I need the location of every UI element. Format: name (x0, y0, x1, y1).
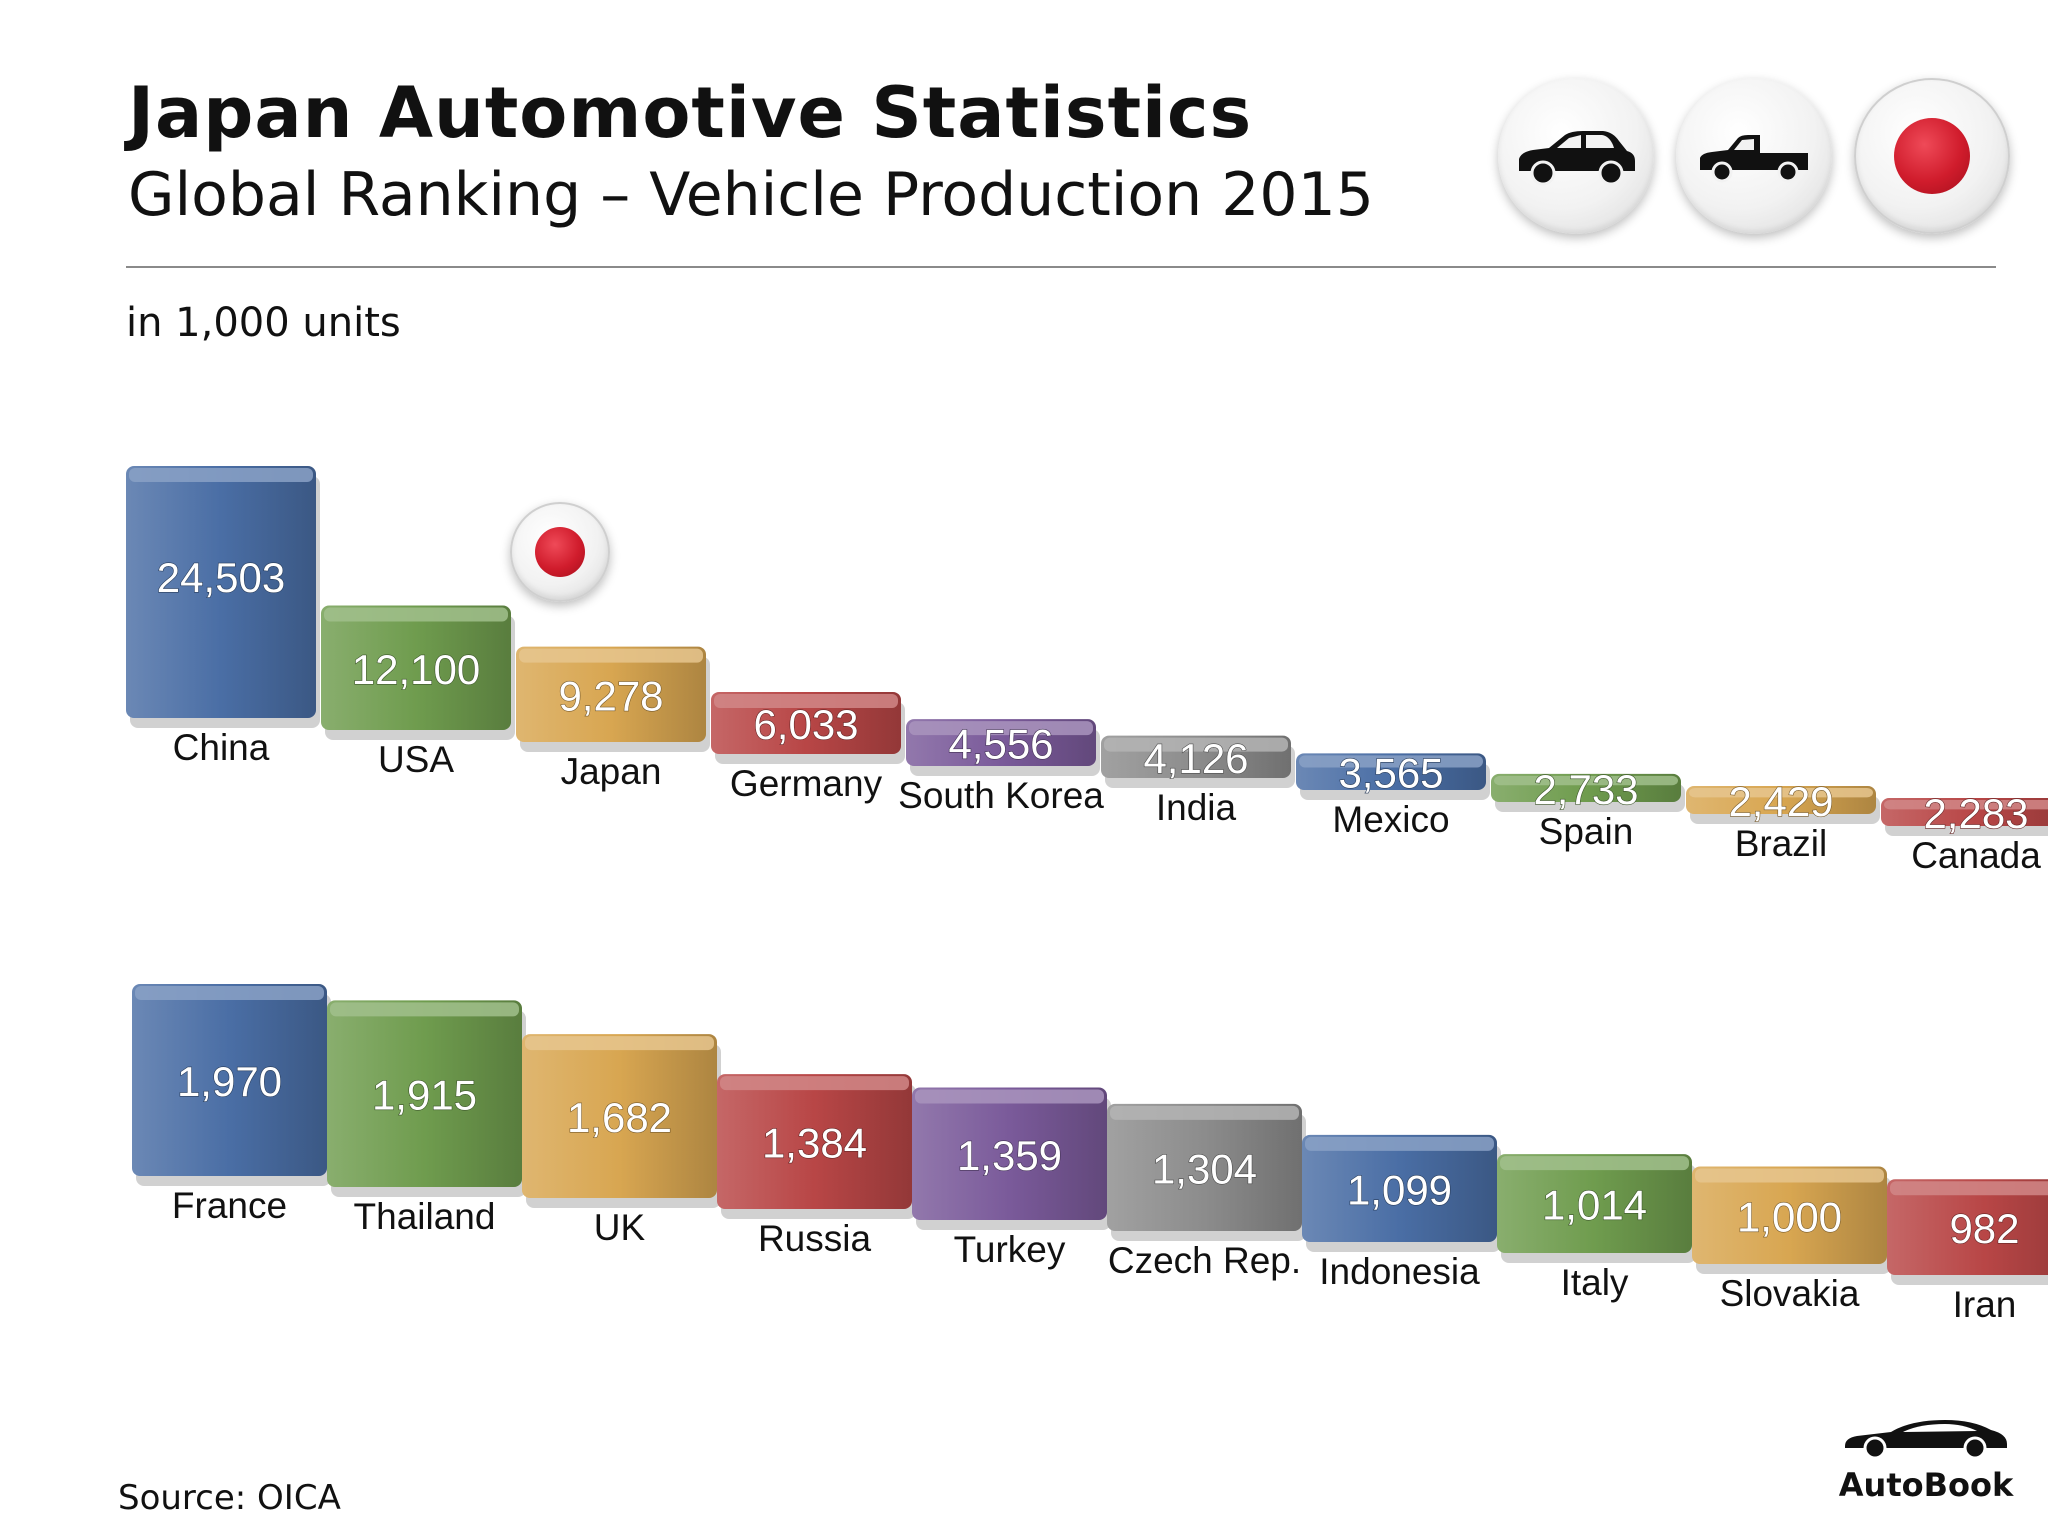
bar-uk (522, 1034, 717, 1198)
bar-top-indonesia (1305, 1136, 1494, 1151)
value-label-south-korea: 4,556 (948, 721, 1053, 768)
category-label-usa: USA (378, 739, 454, 780)
bar-usa (321, 605, 511, 730)
value-label-india: 4,126 (1143, 735, 1248, 782)
bar-top-france (135, 986, 324, 1000)
value-label-czech-rep: 1,304 (1152, 1145, 1257, 1192)
bar-russia (717, 1074, 912, 1209)
page-subtitle: Global Ranking – Vehicle Production 2015 (128, 160, 1374, 230)
value-label-slovakia: 1,000 (1737, 1193, 1842, 1240)
bar-top-japan (519, 648, 703, 663)
bar-top-italy (1500, 1156, 1689, 1171)
category-label-south-korea: South Korea (898, 775, 1104, 816)
value-label-thailand: 1,915 (372, 1072, 477, 1119)
category-label-india: India (1156, 787, 1237, 828)
title-divider (126, 266, 1996, 268)
category-label-turkey: Turkey (954, 1229, 1066, 1270)
units-label: in 1,000 units (126, 300, 401, 346)
category-label-china: China (173, 727, 270, 768)
value-label-iran: 982 (1949, 1205, 2019, 1252)
bar-top-canada (1884, 800, 2048, 810)
category-label-czech-rep: Czech Rep. (1108, 1240, 1301, 1281)
category-label-germany: Germany (730, 763, 883, 804)
sports-car-icon (1845, 1420, 2007, 1460)
value-label-italy: 1,014 (1542, 1182, 1647, 1229)
value-label-mexico: 3,565 (1338, 750, 1443, 797)
category-label-italy: Italy (1561, 1262, 1629, 1303)
value-label-usa: 12,100 (352, 646, 480, 693)
bar-japan (516, 646, 706, 742)
value-label-china: 24,503 (157, 554, 285, 601)
bar-indonesia (1302, 1134, 1497, 1242)
bar-top-thailand (330, 1002, 519, 1017)
pickup-truck-icon (1676, 78, 1832, 234)
bar-top-spain (1494, 775, 1678, 786)
bar-top-iran (1890, 1181, 2048, 1196)
japan-flag-icon (1854, 78, 2010, 234)
category-label-brazil: Brazil (1735, 823, 1828, 864)
bar-top-mexico (1299, 755, 1483, 768)
bar-top-slovakia (1695, 1168, 1884, 1183)
brand-logo: AutoBook (1836, 1416, 2016, 1504)
bar-france (132, 984, 327, 1176)
category-label-spain: Spain (1539, 811, 1634, 852)
bar-italy (1497, 1154, 1692, 1253)
value-label-turkey: 1,359 (957, 1132, 1062, 1179)
bar-china (126, 466, 316, 718)
bar-top-czech-rep (1110, 1105, 1299, 1120)
bar-slovakia (1692, 1166, 1887, 1264)
value-label-indonesia: 1,099 (1347, 1166, 1452, 1213)
category-label-thailand: Thailand (354, 1196, 496, 1237)
value-label-canada: 2,283 (1923, 790, 2028, 837)
value-label-spain: 2,733 (1533, 766, 1638, 813)
bar-top-usa (324, 607, 508, 622)
category-label-slovakia: Slovakia (1720, 1273, 1860, 1314)
category-label-canada: Canada (1911, 835, 2041, 876)
bar-top-south-korea (909, 721, 1093, 736)
car-icon (1498, 78, 1654, 234)
brand-name: AutoBook (1838, 1466, 2014, 1504)
japan-flag-sun (1894, 118, 1970, 194)
japan-flag-sun (535, 527, 585, 577)
japan-highlight-flag-icon (510, 502, 610, 602)
value-label-russia: 1,384 (762, 1120, 867, 1167)
bar-top-india (1104, 737, 1288, 752)
bar-iran (1887, 1179, 2048, 1275)
bar-top-uk (525, 1036, 714, 1051)
category-label-uk: UK (594, 1207, 646, 1248)
bar-top-russia (720, 1076, 909, 1091)
category-label-mexico: Mexico (1332, 799, 1449, 840)
bar-top-brazil (1689, 788, 1873, 798)
bar-thailand (327, 1000, 522, 1187)
page-title: Japan Automotive Statistics (128, 72, 1253, 154)
bar-turkey (912, 1087, 1107, 1220)
value-label-uk: 1,682 (567, 1094, 672, 1141)
value-label-japan: 9,278 (558, 672, 663, 719)
bar-top-turkey (915, 1089, 1104, 1104)
value-label-france: 1,970 (177, 1058, 282, 1105)
value-label-germany: 6,033 (753, 701, 858, 748)
bar-top-germany (714, 693, 898, 708)
bar-top-china (129, 468, 313, 482)
source-note: Source: OICA (118, 1478, 341, 1518)
bar-czech-rep (1107, 1103, 1302, 1231)
category-label-indonesia: Indonesia (1319, 1251, 1480, 1292)
category-label-iran: Iran (1953, 1284, 2017, 1325)
category-label-japan: Japan (561, 751, 662, 792)
category-label-france: France (172, 1185, 287, 1226)
value-label-brazil: 2,429 (1728, 778, 1833, 825)
category-label-russia: Russia (758, 1218, 872, 1259)
